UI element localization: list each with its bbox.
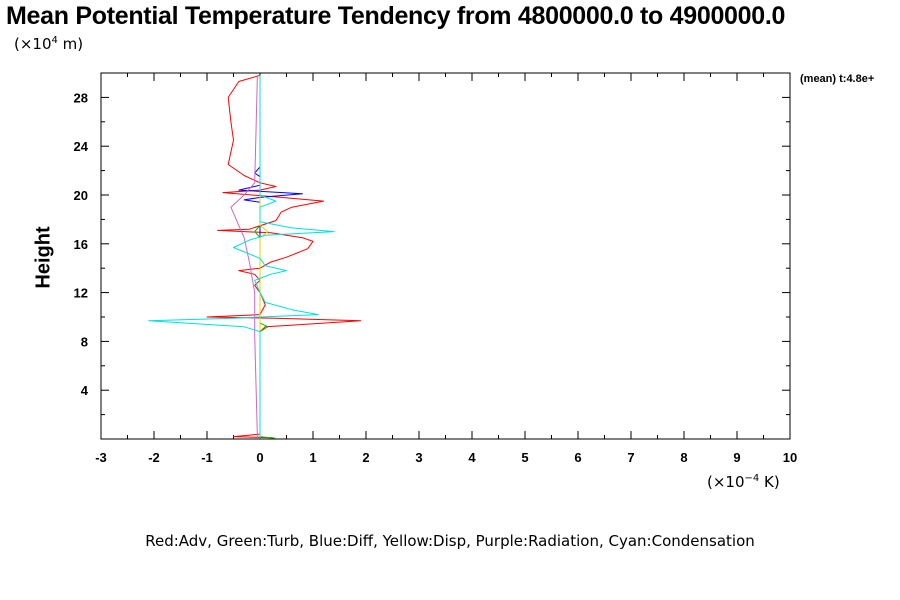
x-scale-exponent: −4 (744, 473, 760, 484)
x-tick-label: -1 (201, 450, 213, 465)
series-line-diff (238, 75, 303, 438)
x-tick-label: 1 (309, 450, 316, 465)
y-tick-label: 24 (74, 139, 89, 154)
y-axis: 4 8 12 16 20 24 28 (74, 90, 790, 416)
x-tick-label: -3 (95, 450, 107, 465)
x-tick-label: 9 (733, 450, 740, 465)
series-line-disp (259, 75, 269, 438)
plot-frame (100, 72, 791, 440)
y-scale-prefix: (×10 (14, 35, 52, 53)
y-tick-label: 8 (81, 334, 88, 349)
x-tick-label: 0 (256, 450, 263, 465)
chart-annotation: (mean) t:4.8e+ (800, 73, 875, 85)
y-axis-scale-label: (×104 m) (14, 35, 83, 53)
chart-title: Mean Potential Temperature Tendency from… (6, 2, 786, 30)
series-line-condensation (148, 75, 335, 439)
x-axis-scale-label: (×10−4 K) (707, 473, 780, 491)
x-tick-label: 10 (783, 450, 797, 465)
x-tick-label: 8 (680, 450, 687, 465)
x-axis: -3 -2 -1 0 1 2 3 4 5 6 7 8 9 10 (95, 73, 797, 465)
y-scale-exponent: 4 (51, 35, 58, 46)
x-scale-suffix: K) (759, 473, 780, 491)
x-tick-label: 7 (627, 450, 634, 465)
x-tick-label: 5 (521, 450, 528, 465)
y-tick-label: 16 (74, 237, 88, 252)
series-line-adv (206, 74, 362, 439)
x-tick-label: -2 (148, 450, 160, 465)
x-scale-prefix: (×10 (707, 473, 745, 491)
series-layer (148, 74, 362, 439)
x-tick-label: 3 (415, 450, 422, 465)
y-scale-suffix: m) (57, 35, 84, 53)
series-line-turb (254, 75, 276, 439)
y-tick-label: 28 (74, 90, 88, 105)
y-tick-label: 20 (74, 188, 88, 203)
y-tick-label: 12 (74, 286, 88, 301)
y-tick-label: 4 (81, 383, 89, 398)
x-tick-label: 4 (468, 450, 476, 465)
x-tick-label: 2 (362, 450, 369, 465)
series-line-radiation (230, 75, 258, 438)
legend-text: Red:Adv, Green:Turb, Blue:Diff, Yellow:D… (145, 532, 755, 550)
x-tick-label: 6 (574, 450, 581, 465)
